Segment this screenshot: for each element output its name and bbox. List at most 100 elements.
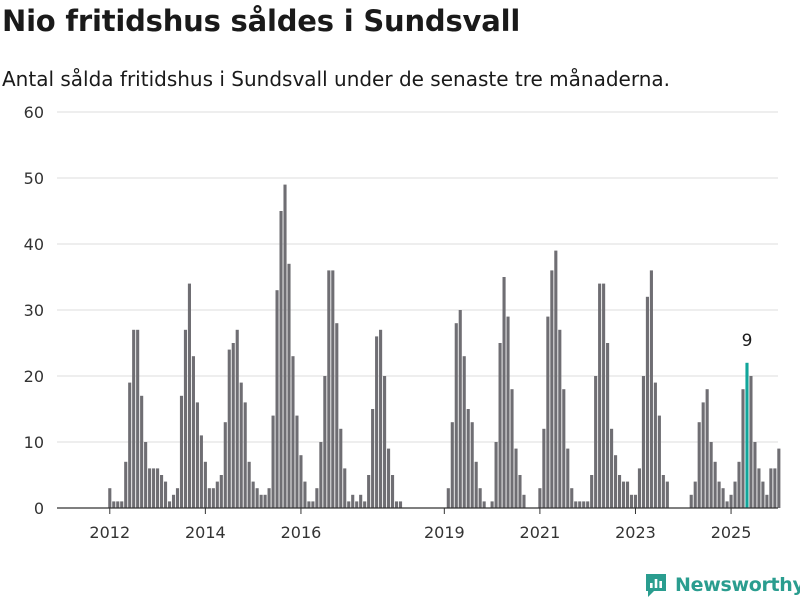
bar	[562, 389, 566, 508]
bar	[183, 329, 188, 508]
bar	[235, 329, 239, 508]
bar	[458, 310, 462, 508]
bar	[721, 488, 725, 508]
bar	[701, 402, 705, 508]
bar	[160, 475, 164, 508]
bar	[558, 329, 562, 508]
bar	[203, 461, 207, 508]
y-tick-label: 10	[24, 433, 44, 452]
bar	[582, 501, 586, 508]
bar	[287, 263, 291, 508]
bar	[347, 501, 351, 508]
bar	[598, 283, 602, 508]
x-tick-label: 2021	[520, 523, 561, 542]
bar	[717, 481, 721, 508]
bar	[343, 468, 347, 508]
bar	[299, 455, 303, 508]
bar	[223, 422, 227, 508]
bar	[645, 296, 649, 508]
x-axis-tick-labels: 2012 2014 2016 2019 2021 2023 2025	[89, 523, 751, 542]
bar	[259, 494, 263, 508]
bar	[629, 494, 634, 508]
bar	[211, 488, 215, 508]
bar	[227, 349, 231, 508]
bar	[167, 501, 172, 508]
x-tick-label: 2025	[711, 523, 752, 542]
bar	[359, 494, 363, 508]
y-tick-label: 60	[24, 103, 44, 122]
bar	[390, 475, 395, 508]
bar	[621, 481, 626, 508]
bar	[311, 501, 315, 508]
bar	[538, 488, 542, 508]
bar	[108, 488, 112, 508]
bar	[657, 415, 661, 508]
bar	[482, 501, 486, 508]
bar	[610, 428, 614, 508]
bar	[665, 481, 669, 508]
bar	[179, 395, 184, 508]
bar	[128, 382, 132, 508]
bar	[231, 343, 235, 508]
bar	[263, 494, 267, 508]
bar	[163, 481, 168, 508]
bar	[637, 468, 642, 508]
bar	[574, 501, 578, 508]
bar	[705, 389, 709, 508]
y-tick-label: 0	[34, 499, 44, 518]
bar	[446, 488, 450, 508]
bar	[518, 475, 522, 508]
bar	[112, 501, 116, 508]
bar	[454, 323, 458, 508]
bar	[383, 376, 387, 508]
bar	[550, 270, 554, 508]
bar	[633, 494, 638, 508]
bar	[156, 468, 160, 508]
bar	[195, 402, 199, 508]
bar	[510, 389, 514, 508]
bar	[323, 376, 327, 508]
bars	[108, 184, 781, 508]
bar	[152, 468, 156, 508]
bar	[641, 376, 645, 508]
bar	[606, 343, 610, 508]
bar	[502, 277, 506, 508]
bar	[136, 329, 140, 508]
bar	[709, 442, 713, 508]
bar	[171, 494, 176, 508]
y-tick-label: 30	[24, 301, 44, 320]
bar	[251, 481, 255, 508]
bar	[207, 488, 211, 508]
bar	[602, 283, 606, 508]
bar	[239, 382, 243, 508]
bar	[514, 448, 518, 508]
x-tick-label: 2012	[89, 523, 130, 542]
bar	[187, 283, 191, 508]
bar	[247, 461, 251, 508]
bar	[120, 501, 124, 508]
bar	[291, 356, 295, 508]
bar	[729, 494, 733, 508]
bar	[498, 343, 502, 508]
bar	[394, 501, 399, 508]
newsworthy-logo: Newsworthy	[644, 570, 800, 600]
bar	[327, 270, 331, 508]
bar	[542, 428, 546, 508]
bar	[398, 501, 403, 508]
bar	[693, 481, 697, 508]
chart-subtitle: Antal sålda fritidshus i Sundsvall under…	[2, 67, 670, 91]
bar	[462, 356, 466, 508]
bar	[351, 494, 355, 508]
bar	[379, 329, 383, 508]
bar	[586, 501, 590, 508]
brand-name: Newsworthy	[675, 574, 800, 596]
bar	[653, 382, 657, 508]
bar	[148, 468, 152, 508]
bar	[749, 376, 753, 508]
bar	[175, 488, 180, 508]
x-axis	[57, 507, 778, 514]
bar	[697, 422, 701, 508]
bar	[219, 475, 223, 508]
bar	[566, 448, 570, 508]
bar	[331, 270, 335, 508]
